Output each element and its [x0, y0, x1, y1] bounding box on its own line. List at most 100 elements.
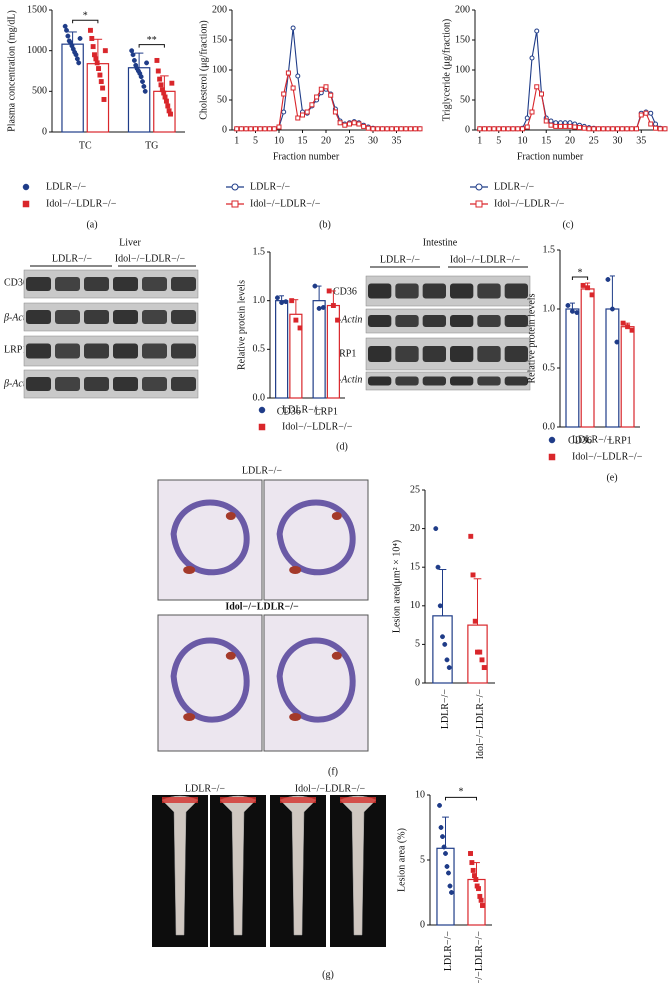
point [548, 122, 554, 128]
blot-band [84, 343, 109, 359]
point [140, 79, 145, 85]
point [653, 125, 658, 131]
x-tick-label: 25 [345, 135, 355, 146]
x-tick-label: Idol−/−LDLR−/− [475, 689, 486, 760]
y-axis-label: Lesion area (%) [396, 828, 407, 892]
legend-label: Idol−/−LDLR−/− [282, 421, 353, 432]
point [162, 94, 168, 100]
x-tick-label: LRP1 [315, 406, 338, 417]
point [534, 84, 540, 90]
point [389, 126, 395, 132]
blot-group: Idol−/−LDLR−/− [115, 253, 186, 264]
blot-row: β-Actin [332, 314, 362, 325]
point [505, 126, 511, 132]
point [643, 110, 649, 116]
point [486, 126, 492, 132]
point [155, 68, 161, 74]
y-tick-label: 0 [222, 124, 227, 135]
x-tick-label: 5 [253, 135, 258, 146]
point [477, 649, 483, 655]
blot-strip [23, 269, 199, 299]
point [648, 110, 654, 116]
panel-label: (a) [86, 219, 97, 230]
point [154, 57, 160, 63]
point [574, 310, 580, 315]
point [90, 44, 96, 50]
blot-row: LRP1 [4, 344, 27, 355]
blot-band [504, 346, 528, 362]
point [163, 98, 169, 104]
image-group: Idol−/−LDLR−/− [225, 601, 299, 612]
point [534, 28, 540, 34]
blot-strip [23, 335, 199, 367]
blot-strip [365, 308, 531, 334]
point [290, 25, 296, 31]
y-tick-label: 25 [410, 484, 420, 495]
point [475, 183, 483, 191]
y-tick-label: 100 [212, 64, 227, 75]
point [539, 91, 544, 97]
point [446, 870, 451, 876]
point [543, 118, 549, 124]
blot-band [113, 310, 138, 324]
point [591, 126, 597, 132]
significance-bracket [445, 796, 477, 801]
point [548, 453, 556, 461]
point [634, 126, 639, 132]
point [328, 92, 334, 98]
point [476, 886, 481, 892]
point [615, 126, 620, 132]
blot-band [171, 343, 196, 359]
blot-band [450, 283, 474, 299]
point [472, 618, 478, 624]
bar [61, 43, 84, 133]
y-axis-label: Cholesterol (μg/fraction) [198, 20, 209, 120]
point [481, 665, 487, 671]
significance-label: * [83, 11, 88, 22]
point [629, 327, 635, 333]
bar [565, 308, 580, 428]
blot-tissue: Liver [119, 237, 141, 248]
y-tick-label: 100 [455, 64, 470, 75]
point [475, 200, 483, 208]
panel-label: (b) [319, 219, 331, 230]
y-tick-label: 0 [465, 124, 470, 135]
blot-band [55, 343, 80, 359]
y-tick-label: 500 [32, 86, 47, 97]
blot-band [395, 315, 419, 327]
x-tick-label: 1 [234, 135, 239, 146]
point [553, 123, 559, 129]
point [22, 183, 30, 191]
point [77, 36, 83, 41]
blot-band [477, 376, 501, 386]
point [468, 851, 473, 856]
point [446, 665, 452, 671]
point [653, 121, 658, 127]
point [375, 126, 381, 132]
point [408, 126, 414, 132]
blot-strip [23, 369, 199, 399]
point [520, 126, 525, 132]
point [293, 317, 299, 323]
point [473, 877, 479, 882]
blot-band [368, 283, 392, 299]
legend-label: LDLR−/− [494, 181, 535, 192]
point [596, 126, 601, 132]
blot-band [171, 377, 196, 391]
blot-band [142, 310, 167, 324]
bar [620, 326, 635, 428]
y-tick-label: 150 [455, 34, 470, 45]
point [314, 94, 320, 100]
legend-label: Idol−/−LDLR−/− [572, 451, 643, 462]
point [477, 126, 483, 132]
significance-label: * [459, 787, 464, 798]
y-tick-label: 50 [217, 94, 227, 105]
point [565, 303, 571, 308]
point [449, 890, 454, 895]
legend-label: Idol−/−LDLR−/− [494, 198, 565, 209]
point [529, 55, 535, 61]
blot-strip [365, 275, 531, 307]
blot-band [368, 376, 392, 386]
histology-lesion [225, 651, 236, 660]
point [648, 121, 654, 127]
